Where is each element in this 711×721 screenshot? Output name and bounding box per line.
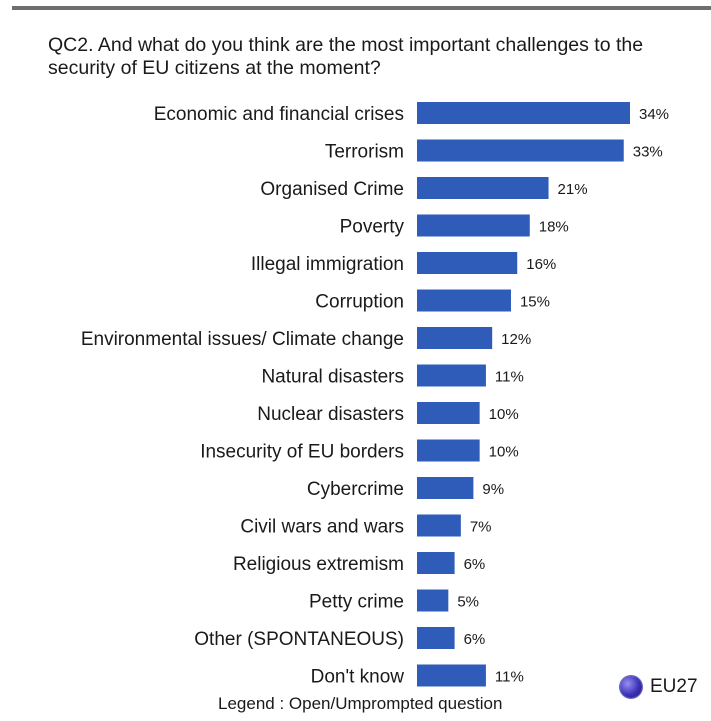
value-label: 7% — [470, 519, 492, 536]
bar — [417, 627, 455, 649]
bar — [417, 177, 549, 199]
category-label: Cybercrime — [307, 479, 404, 500]
category-label: Corruption — [315, 292, 404, 313]
bar — [417, 214, 530, 237]
category-label: Economic and financial crises — [154, 104, 404, 125]
category-label: Environmental issues/ Climate change — [81, 329, 404, 350]
category-label: Illegal immigration — [251, 254, 404, 275]
value-label: 15% — [520, 294, 550, 311]
value-label: 16% — [526, 256, 556, 273]
category-label: Poverty — [340, 217, 405, 238]
value-label: 33% — [633, 144, 663, 161]
category-label: Religious extremism — [233, 554, 404, 575]
bar — [417, 289, 511, 312]
bar — [417, 402, 480, 424]
value-label: 6% — [464, 556, 486, 573]
bar — [417, 139, 624, 162]
legend-eu27-label: EU27 — [650, 676, 698, 697]
value-label: 11% — [495, 369, 524, 386]
category-label: Petty crime — [309, 592, 404, 613]
bar — [417, 664, 486, 687]
legend-eu27-marker-icon — [620, 676, 642, 698]
top-rule — [12, 6, 711, 10]
bar — [417, 252, 518, 274]
bar — [417, 327, 493, 349]
bar — [417, 589, 449, 612]
bar — [417, 514, 461, 537]
value-label: 21% — [558, 181, 588, 198]
bar — [417, 102, 630, 124]
category-label: Don't know — [311, 667, 405, 688]
bar-chart: Economic and financial crises 34% Terroris… — [81, 102, 669, 688]
chart-footnote: Legend : Open/Umprompted question — [218, 694, 503, 713]
chart-question: QC2. And what do you think are the most … — [48, 34, 644, 79]
category-label: Natural disasters — [261, 367, 404, 388]
value-label: 34% — [639, 106, 669, 123]
value-label: 18% — [539, 219, 569, 236]
bar — [417, 364, 486, 387]
value-label: 10% — [489, 444, 519, 461]
bar — [417, 477, 474, 499]
value-label: 11% — [495, 669, 524, 686]
category-label: Organised Crime — [260, 179, 404, 200]
value-label: 6% — [464, 631, 486, 648]
bar — [417, 439, 480, 462]
bar — [417, 552, 455, 574]
value-label: 9% — [482, 481, 504, 498]
legend: EU27 — [620, 676, 698, 698]
category-label: Insecurity of EU borders — [200, 442, 404, 463]
value-label: 12% — [501, 331, 531, 348]
category-label: Terrorism — [325, 142, 404, 163]
category-label: Other (SPONTANEOUS) — [194, 629, 404, 650]
category-label: Nuclear disasters — [257, 404, 404, 425]
value-label: 10% — [489, 406, 519, 423]
category-label: Civil wars and wars — [240, 517, 404, 538]
value-label: 5% — [457, 594, 479, 611]
